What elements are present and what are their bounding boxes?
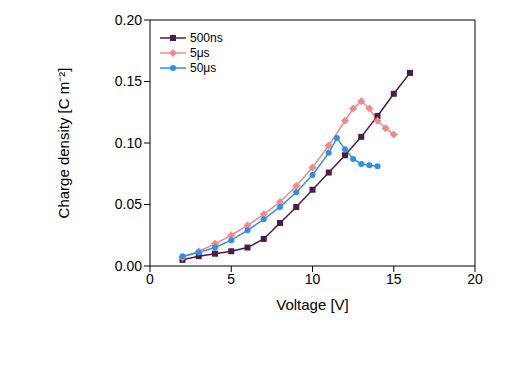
html-text:5μs: 5μs [190,45,210,60]
html-text:500ns: 500ns [190,30,223,45]
svg-text:0.00: 0.00 [115,258,142,274]
svg-text:0.05: 0.05 [115,196,142,212]
svg-text:Voltage [V]: Voltage [V] [276,296,349,313]
svg-text:10: 10 [305,271,321,287]
svg-text:0: 0 [146,271,154,287]
svg-text:Charge density [C m⁻²]: Charge density [C m⁻²] [55,68,72,219]
svg-text:0.10: 0.10 [115,135,142,151]
svg-text:5: 5 [227,271,235,287]
svg-text:0.15: 0.15 [115,73,142,89]
svg-text:15: 15 [386,271,402,287]
svg-text:0.20: 0.20 [115,12,142,28]
html-text:50μs: 50μs [190,60,217,75]
svg-text:20: 20 [467,271,483,287]
